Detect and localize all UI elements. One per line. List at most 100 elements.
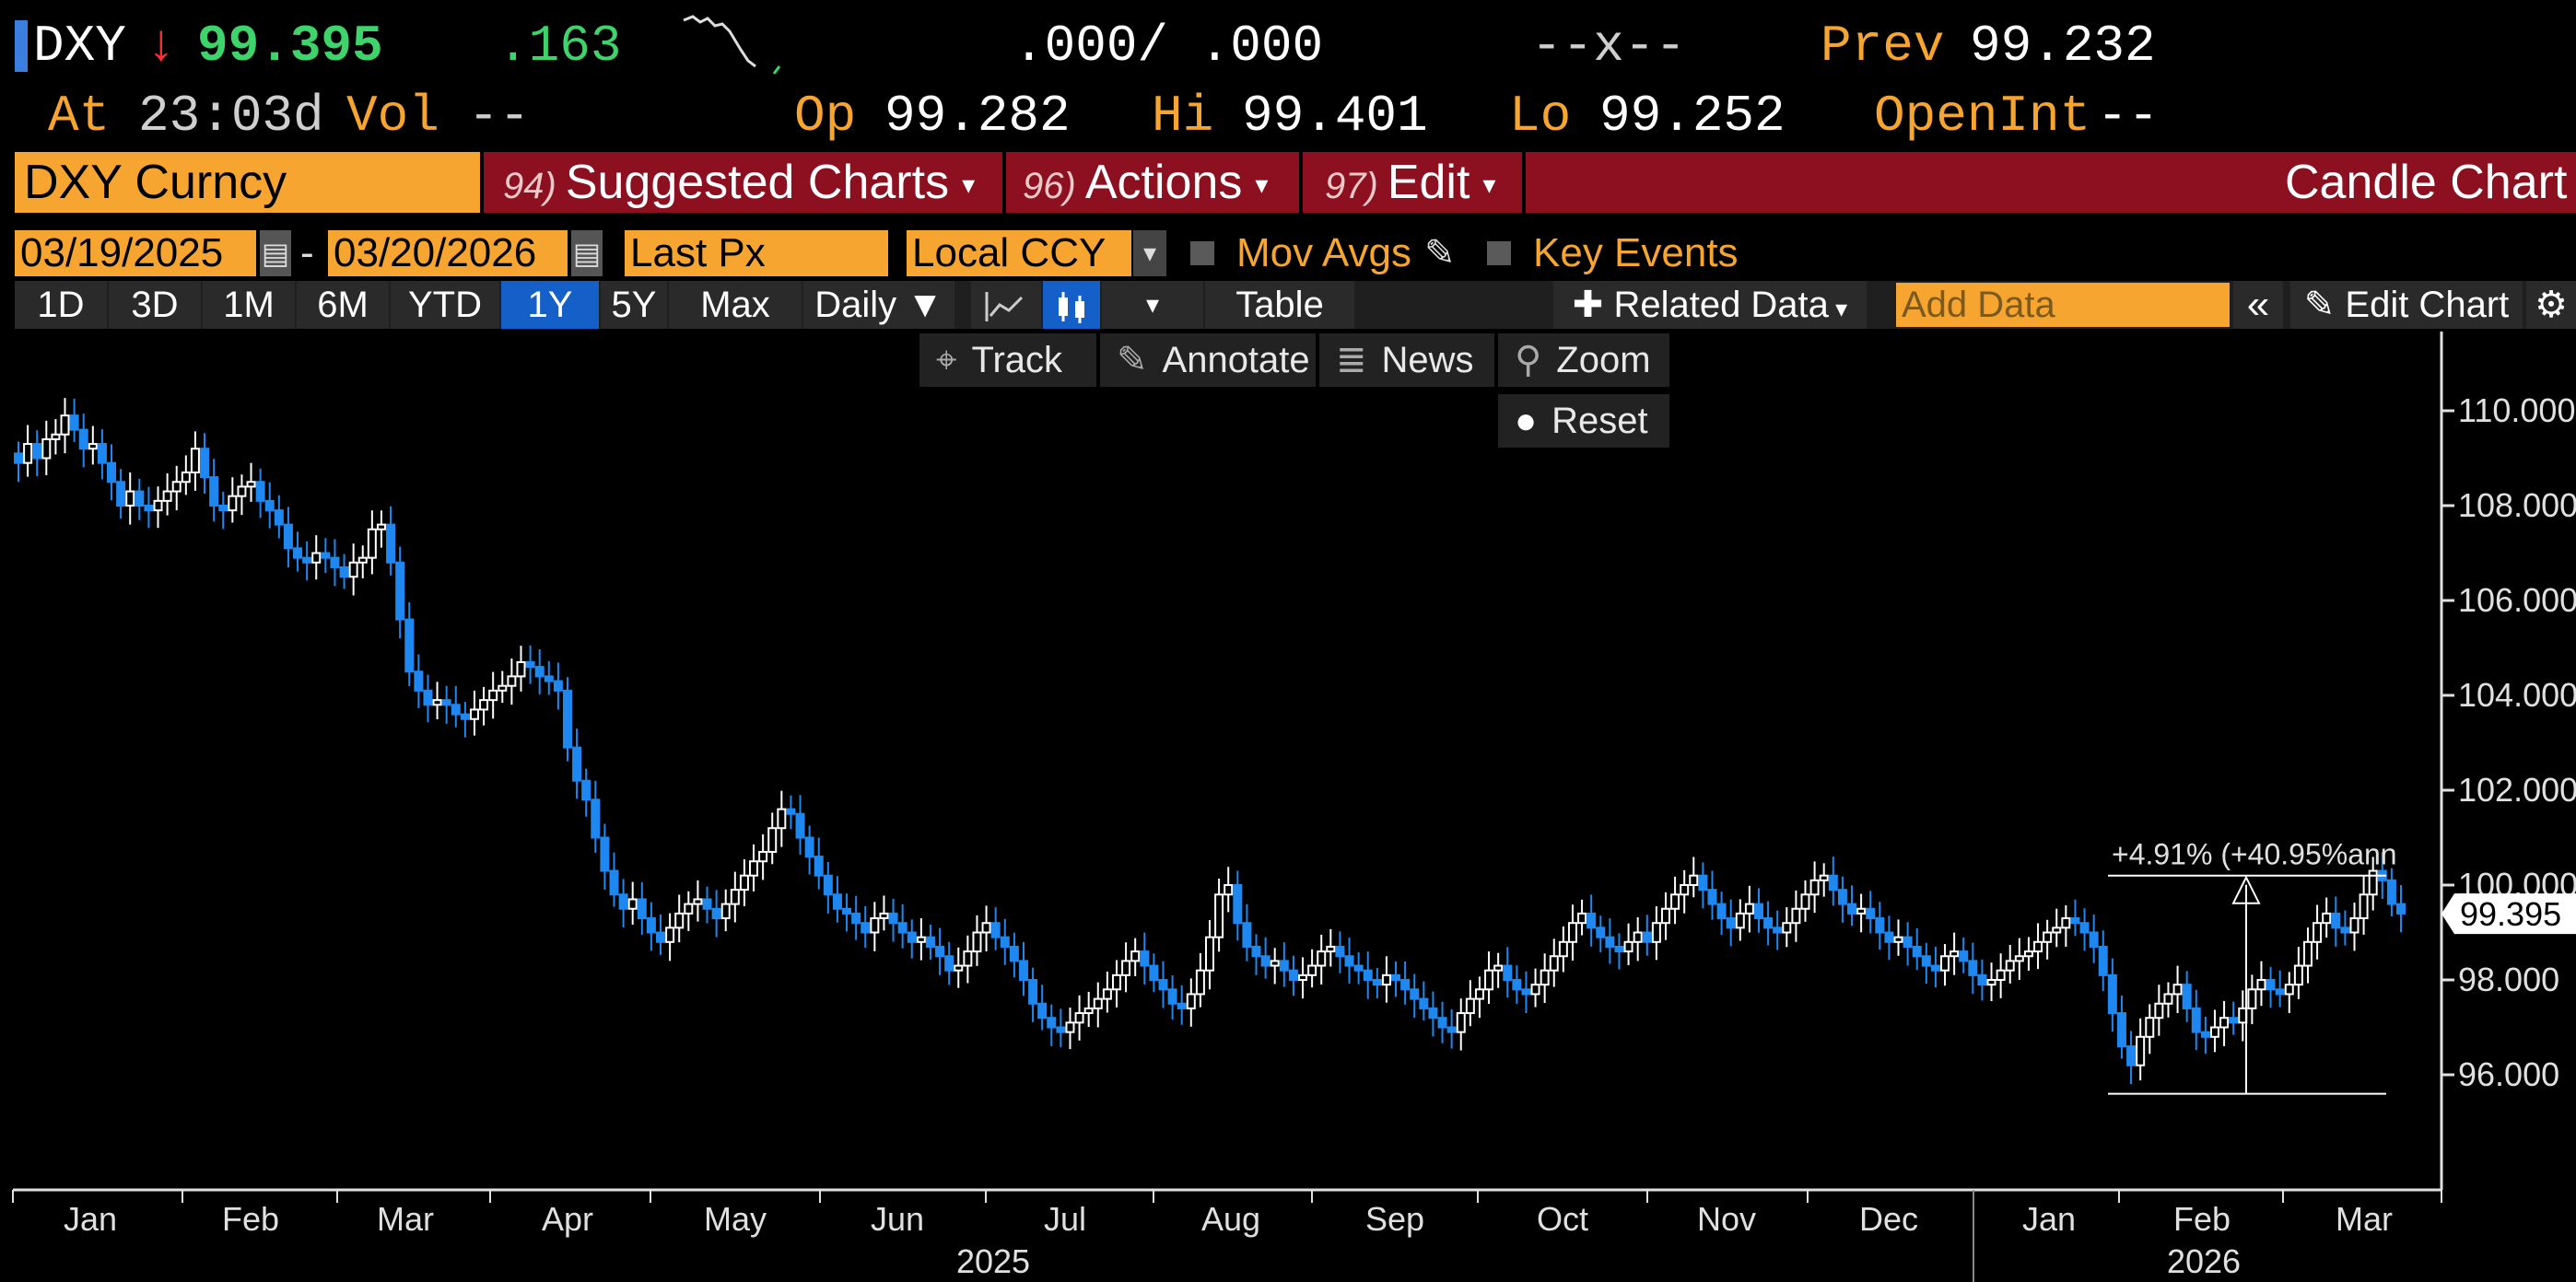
security-field[interactable]: DXY Curncy — [15, 152, 480, 213]
line-chart-icon[interactable] — [971, 281, 1041, 329]
at-label: At — [48, 87, 111, 146]
candle-chart[interactable]: +4.91% (+40.95%ann 110.000 108.000 106.000… — [0, 332, 2576, 1282]
range-tab-1m[interactable]: 1M — [203, 281, 295, 329]
reset-button[interactable]: ● Reset — [1498, 394, 1669, 448]
zoom-button[interactable]: ⚲ Zoom — [1498, 333, 1669, 387]
menu-number: 94) — [503, 166, 556, 206]
divider — [1522, 152, 1526, 213]
candle-body — [907, 931, 917, 943]
x-axis: Jan Feb Mar Apr May Jun Jul Aug Sep Oct Nov Dec Jan F… — [12, 1188, 2442, 1282]
candle-body — [1260, 955, 1270, 967]
zoom-label: Zoom — [1556, 340, 1651, 380]
candle-body — [1856, 907, 1867, 915]
candle-body — [637, 898, 647, 920]
related-data-menu[interactable]: ✚ Related Data ▾ — [1553, 281, 1867, 329]
candle-body — [581, 779, 591, 801]
candle-body — [1940, 955, 1950, 972]
mov-avgs-checkbox[interactable] — [1190, 241, 1214, 265]
currency-selector[interactable]: Local CCY — [907, 230, 1131, 276]
candle-body — [1986, 979, 1996, 986]
candle-body — [190, 448, 200, 473]
range-tab-1d[interactable]: 1D — [15, 281, 107, 329]
candle-body — [469, 708, 479, 720]
annotate-button[interactable]: ✎ Annotate — [1100, 333, 1316, 387]
candle-body — [1484, 969, 1494, 991]
y-tick-label: 102.000 — [2458, 771, 2576, 809]
candle-body — [749, 860, 759, 877]
candle-body — [153, 499, 163, 512]
table-button[interactable]: Table — [1205, 281, 1354, 329]
candle-body — [1837, 889, 1847, 905]
candle-body — [395, 561, 405, 621]
candle-body — [600, 836, 610, 872]
candle-body — [1623, 940, 1633, 953]
edit-chart-button[interactable]: ✎ Edit Chart — [2290, 281, 2523, 329]
candle-body — [1372, 979, 1382, 986]
news-button[interactable]: ≣ News — [1319, 333, 1494, 387]
candle-body — [1950, 950, 1960, 958]
end-date-field[interactable]: 03/20/2026 — [328, 230, 568, 276]
candle-body — [2107, 973, 2117, 1015]
candle-body — [711, 907, 721, 920]
candle-body — [200, 448, 210, 479]
key-events-checkbox[interactable] — [1487, 241, 1511, 265]
suggested-charts-menu[interactable]: 94) Suggested Charts ▾ — [503, 152, 975, 213]
candle-body — [544, 675, 554, 682]
candle-body — [888, 912, 898, 925]
candle-body — [1773, 927, 1783, 934]
edit-chart-label: Edit Chart — [2345, 285, 2510, 325]
candle-body — [2293, 964, 2303, 986]
range-tab-ytd[interactable]: YTD — [391, 281, 499, 329]
candle-body — [69, 414, 79, 431]
calendar-icon[interactable]: ▤ — [571, 230, 603, 276]
candles — [14, 398, 2406, 1085]
measure-label: +4.91% (+40.95%ann — [2112, 838, 2397, 871]
candle-body — [1056, 1026, 1066, 1033]
range-tab-max[interactable]: Max — [669, 281, 802, 329]
candle-body — [935, 945, 945, 958]
range-tab-1y[interactable]: 1Y — [501, 281, 599, 329]
edit-menu[interactable]: 97) Edit ▾ — [1325, 152, 1495, 213]
y-tick-label: 106.000 — [2458, 581, 2576, 619]
y-tick-label: 96.000 — [2458, 1055, 2559, 1093]
candle-body — [2340, 927, 2350, 934]
candle-body — [348, 561, 358, 578]
candle-body — [1884, 931, 1894, 943]
sparkline-icon — [683, 15, 781, 75]
candle-body — [954, 964, 964, 972]
candle-body — [1968, 960, 1978, 976]
gear-icon[interactable]: ⚙ — [2526, 281, 2576, 329]
candle-body — [1726, 917, 1736, 929]
track-button[interactable]: ⌖ Track — [919, 333, 1096, 387]
candle-body — [1670, 893, 1680, 910]
periodicity-selector[interactable]: Daily ▼ — [803, 281, 954, 329]
actions-menu[interactable]: 96) Actions ▾ — [1023, 152, 1268, 213]
vol-label: Vol — [346, 87, 439, 146]
menu-number: 96) — [1023, 166, 1076, 206]
range-tab-6m[interactable]: 6M — [297, 281, 389, 329]
candle-body — [1633, 931, 1643, 943]
start-date-field[interactable]: 03/19/2025 — [15, 230, 256, 276]
candle-body — [870, 917, 880, 934]
annotate-label: Annotate — [1162, 340, 1310, 380]
candle-body — [534, 666, 544, 678]
chevron-down-icon[interactable]: ▾ — [1133, 230, 1166, 276]
candle-body — [2136, 1035, 2146, 1066]
candle-body — [2023, 950, 2033, 958]
pencil-icon[interactable]: ✎ — [1424, 233, 1456, 274]
candle-body — [665, 927, 675, 943]
chevron-down-icon[interactable]: ▾ — [1102, 281, 1203, 329]
range-tab-5y[interactable]: 5Y — [601, 281, 667, 329]
candle-body — [1716, 903, 1727, 920]
field-selector[interactable]: Last Px — [625, 230, 888, 276]
candle-body — [2070, 917, 2080, 925]
add-data-input[interactable]: Add Data — [1896, 283, 2230, 327]
candle-chart-icon[interactable] — [1043, 281, 1100, 329]
candle-body — [2172, 984, 2183, 996]
range-tab-3d[interactable]: 3D — [109, 281, 201, 329]
candle-body — [1903, 936, 1913, 948]
collapse-icon[interactable]: « — [2233, 281, 2283, 329]
calendar-icon[interactable]: ▤ — [260, 230, 291, 276]
chart-overlay: +4.91% (+40.95%ann — [2108, 838, 2397, 1095]
candle-body — [1410, 988, 1420, 1000]
